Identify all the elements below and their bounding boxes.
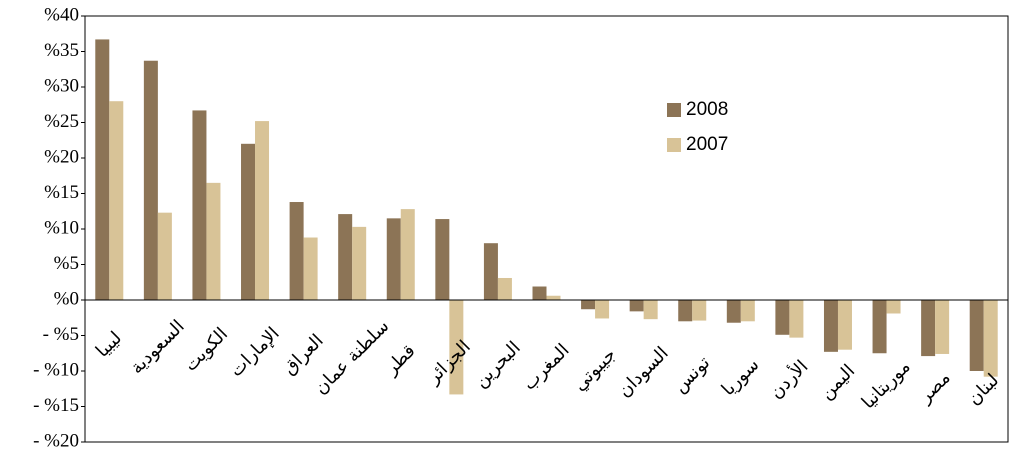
- bar: [192, 110, 207, 301]
- bar: [546, 295, 561, 300]
- legend-label: 2008: [686, 99, 728, 120]
- y-tick-label: %5: [54, 253, 79, 274]
- x-tick-label: السودان: [614, 343, 673, 402]
- x-tick-label: الأردن: [765, 356, 813, 404]
- x-tick-label: موريتانيا: [858, 356, 915, 413]
- bar: [692, 300, 707, 321]
- bar: [872, 300, 887, 354]
- bar: [303, 237, 318, 300]
- x-tick-label: مصر: [914, 367, 954, 407]
- bar: [789, 300, 804, 338]
- y-tick-label: %40: [44, 4, 79, 25]
- bar: [338, 214, 353, 300]
- legend-label: 2007: [686, 134, 728, 155]
- bar: [352, 226, 367, 300]
- bar: [595, 300, 610, 319]
- legend-swatch: [667, 103, 681, 117]
- y-tick-label: %15: [44, 182, 79, 203]
- bar: [678, 300, 693, 322]
- y-tick-label: %10: [44, 217, 79, 238]
- bar: [435, 219, 450, 300]
- legend-swatch: [667, 138, 681, 152]
- y-tick-label: %20: [44, 146, 79, 167]
- y-tick-label: - %5: [43, 324, 79, 345]
- y-tick-label: - %20: [33, 430, 79, 451]
- bar: [206, 182, 221, 300]
- x-tick-label: سلطنة عمان: [310, 316, 393, 399]
- bar: [497, 277, 512, 300]
- bar: [629, 300, 644, 312]
- bar: [483, 243, 498, 300]
- bar: [143, 60, 158, 301]
- bar: [740, 300, 755, 322]
- y-tick-label: - %15: [33, 395, 79, 416]
- y-tick-label: %0: [54, 288, 79, 309]
- bar: [983, 300, 998, 377]
- x-tick-label: العراق: [279, 330, 328, 379]
- bar: [969, 300, 984, 371]
- bar: [837, 300, 852, 350]
- y-tick-label: %35: [44, 40, 79, 61]
- y-tick-label: %25: [44, 111, 79, 132]
- bar: [532, 286, 547, 300]
- bar: [241, 143, 256, 300]
- bar: [643, 300, 658, 320]
- bar: [775, 300, 790, 335]
- bar: [109, 101, 124, 300]
- y-tick-label: %30: [44, 75, 79, 96]
- bar: [255, 121, 270, 300]
- x-tick-label: الجزائر: [422, 336, 474, 388]
- x-tick-label: قطر: [381, 340, 420, 379]
- bar: [823, 300, 838, 352]
- y-tick-label: - %10: [33, 359, 79, 380]
- bar: [935, 300, 950, 354]
- x-tick-label: المغرب: [519, 340, 574, 395]
- bar: [581, 300, 596, 310]
- x-tick-label: سوريا: [718, 354, 764, 400]
- bar: [289, 202, 304, 300]
- bar: [386, 218, 401, 300]
- bar: [726, 300, 741, 323]
- bar: [95, 39, 110, 301]
- bar: [886, 300, 901, 314]
- bar: [449, 300, 464, 395]
- bar: [400, 209, 415, 300]
- bar: [157, 212, 172, 300]
- x-tick-label: اليمن: [816, 361, 859, 404]
- x-tick-label: السعودية: [126, 316, 188, 378]
- x-tick-label: تونس: [670, 352, 715, 397]
- x-tick-label: ليبيا: [92, 328, 126, 362]
- x-tick-label: البحرين: [470, 337, 525, 392]
- bar: [921, 300, 936, 357]
- x-tick-label: الإمارات: [226, 323, 284, 381]
- x-tick-label: جيبوتي: [569, 344, 620, 395]
